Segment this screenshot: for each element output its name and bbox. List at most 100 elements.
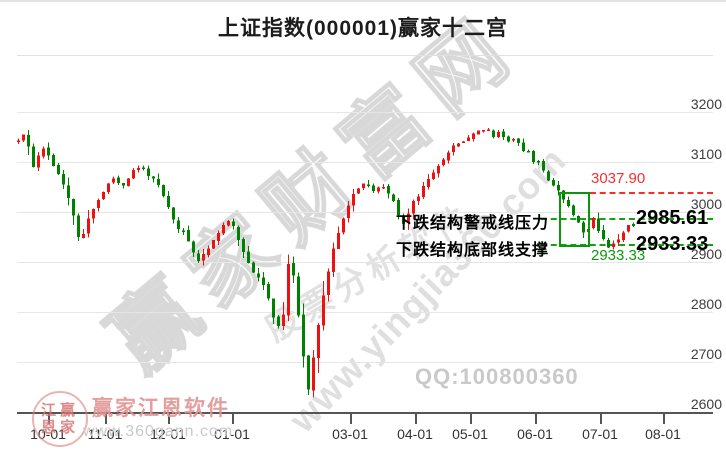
candle [527,149,530,153]
candle [87,210,90,238]
gridline [17,212,713,213]
candle [627,225,630,233]
candle [77,213,80,242]
candle [67,177,70,206]
candle [322,281,325,331]
x-axis-tick [232,414,234,424]
candle [207,245,210,258]
candle [82,228,85,239]
candle [512,138,515,143]
candle [32,143,35,168]
candle [262,272,265,290]
candle [47,142,50,160]
candle [37,152,40,171]
candle [407,208,410,230]
candle [222,222,225,235]
candle [97,198,100,212]
support-value: 2933.33 [636,233,709,255]
gridline [17,262,713,263]
gridline [17,362,713,363]
candle [417,193,420,205]
x-axis-label: 08-01 [645,426,681,442]
box-low-value: 2933.33 [591,247,646,264]
candle [122,182,125,189]
candle [347,201,350,223]
candle [602,225,605,241]
warning-value: 3037.90 [591,170,646,187]
candle [147,165,150,181]
seal-row-1: 江赢 [40,401,79,419]
gridline [17,162,713,163]
candle [312,349,315,398]
candle [337,226,340,250]
candle [482,129,485,133]
candle [522,138,525,152]
candle [232,218,235,230]
candle [597,212,600,233]
candle [57,162,60,175]
candle [542,159,545,173]
candle [282,301,285,330]
candle [17,138,20,144]
candle [477,130,480,135]
candle [292,256,295,283]
falling-structure-box [559,192,590,247]
candle [117,175,120,185]
candle [492,129,495,139]
candle [112,176,115,184]
warning-level-dashed-line [590,192,713,194]
candle [157,173,160,188]
candle [127,177,130,187]
x-axis-tick [663,414,665,424]
title-separator [17,55,713,56]
candle [467,134,470,141]
candle [582,220,585,238]
candle [422,182,425,199]
candle [287,254,290,321]
y-axis-label: 3200 [690,96,722,112]
candle [72,198,75,225]
candle [612,240,615,250]
candle [182,228,185,236]
candle [632,222,635,228]
candle [202,249,205,266]
x-axis-label: 05-01 [452,426,488,442]
candle [392,193,395,202]
x-axis-label: 01-01 [214,426,250,442]
x-axis-tick [350,414,352,424]
candle [42,146,45,159]
candle [577,215,580,223]
support-line-label: 下跌结构底部线支撑 [396,242,550,259]
candle [502,128,505,140]
x-axis-label: 04-01 [397,426,433,442]
candle [517,138,520,147]
candle [622,231,625,243]
candle [617,233,620,247]
candle [507,135,510,143]
x-axis-label: 12-01 [150,426,186,442]
candle [447,150,450,164]
gann-seal-logo: 江赢 恩家 [32,391,88,447]
candle [217,230,220,245]
candle [177,216,180,234]
candle [412,199,415,220]
candle [252,261,255,273]
y-axis-label: 2700 [690,346,722,362]
pressure-level-dashed-line [541,218,713,220]
candle [377,186,380,194]
candle [362,183,365,190]
x-axis-label: 11-01 [87,426,123,442]
candle [27,130,30,155]
x-axis-label: 06-01 [517,426,553,442]
y-axis-label: 2600 [690,396,722,412]
candle [297,272,300,318]
candle [437,164,440,178]
candle [557,181,560,196]
support-level-dashed-line [541,244,713,246]
x-axis-tick [168,414,170,424]
chart-title: 上证指数(000001)赢家十二宫 [217,17,509,40]
candle [172,206,175,224]
seal-row-2: 恩家 [40,419,79,436]
candle [427,174,430,190]
